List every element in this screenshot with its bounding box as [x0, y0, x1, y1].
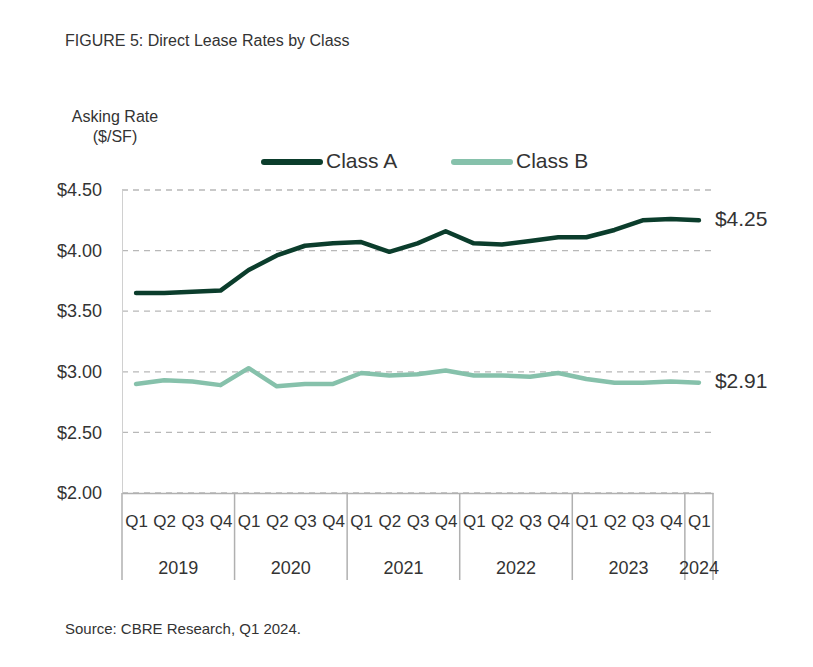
x-group-label: 2020 [271, 558, 311, 578]
x-tick: Q1 [576, 493, 599, 531]
x-tick-label: Q1 [688, 512, 711, 531]
x-tick-label: Q1 [125, 512, 148, 531]
x-tick-label: Q2 [604, 512, 627, 531]
data-labels: $4.25 $2.91 [715, 207, 768, 392]
x-tick-label: Q3 [182, 512, 205, 531]
y-tick: $2.50 [57, 423, 122, 443]
x-tick-label: Q1 [463, 512, 486, 531]
x-axis: Q1 Q2 Q3 Q4 Q1 Q2 Q3 Q4 Q1 Q2 Q3 Q4 Q1 Q2 Q3 Q4 Q1 Q2 Q3 Q4… [123, 493, 714, 531]
x-tick-label: Q3 [632, 512, 655, 531]
x-tick: Q4 [210, 493, 233, 531]
x-tick-label: Q1 [238, 512, 261, 531]
y-tick-label: $3.50 [57, 301, 102, 321]
x-tick-label: Q3 [519, 512, 542, 531]
x-tick-label: Q2 [266, 512, 289, 531]
x-tick: Q4 [547, 493, 570, 531]
y-tick-label: $4.00 [57, 241, 102, 261]
legend-swatch [264, 159, 320, 165]
x-tick: Q1 [688, 493, 711, 531]
group-separator [121, 493, 123, 580]
y-axis-title: ($/SF) [93, 128, 137, 145]
x-tick-label: Q3 [407, 512, 430, 531]
y-axis: $2.00 $2.50 $3.00 $3.50 $4.00 $4.50 [57, 180, 123, 503]
grid-line [122, 250, 713, 251]
x-tick: Q1 [350, 493, 373, 531]
x-tick-label: Q2 [491, 512, 514, 531]
x-tick-label: Q2 [153, 512, 176, 531]
x-tick-label: Q3 [294, 512, 317, 531]
x-tick: Q3 [519, 493, 542, 531]
group-separator [346, 493, 348, 580]
y-axis-title: Asking Rate [72, 108, 158, 125]
x-group-label: 2021 [383, 558, 423, 578]
x-tick-label: Q2 [379, 512, 402, 531]
x-group-label: 2019 [158, 558, 198, 578]
y-tick-label: $2.50 [57, 423, 102, 443]
grid-line [122, 189, 713, 190]
y-tick-label: $4.50 [57, 180, 102, 200]
x-group-label: 2023 [609, 558, 649, 578]
x-tick-label: Q4 [660, 512, 683, 531]
x-tick: Q1 [125, 493, 148, 531]
title: FIGURE 5: Direct Lease Rates by Class [65, 32, 350, 49]
legend-label: Class B [516, 149, 588, 172]
x-tick: Q3 [407, 493, 430, 531]
chart: FIGURE 5: Direct Lease Rates by Class Ask… [0, 0, 813, 667]
legend-swatch [454, 159, 510, 165]
x-tick: Q3 [632, 493, 655, 531]
x-tick-label: Q4 [210, 512, 233, 531]
y-axis-line [122, 191, 123, 494]
x-tick-label: Q4 [547, 512, 570, 531]
y-tick: $4.00 [57, 241, 122, 261]
grid-line [122, 311, 713, 312]
y-tick: $3.00 [57, 362, 122, 382]
x-tick: Q2 [491, 493, 514, 531]
x-tick-label: Q1 [576, 512, 599, 531]
x-tick: Q4 [322, 493, 345, 531]
series-line [136, 368, 699, 386]
group-separator [234, 493, 236, 580]
y-tick-label: $3.00 [57, 362, 102, 382]
x-tick: Q2 [379, 493, 402, 531]
x-tick: Q2 [604, 493, 627, 531]
x-tick-label: Q4 [322, 512, 345, 531]
x-tick: Q3 [294, 493, 317, 531]
x-axis-line [123, 493, 714, 495]
series-line [136, 219, 699, 293]
legend-label: Class A [326, 149, 397, 172]
plot-area [136, 219, 699, 386]
group-separator [572, 493, 574, 580]
data-label: $4.25 [715, 207, 768, 230]
x-tick: Q4 [660, 493, 683, 531]
grid [122, 190, 713, 493]
x-tick: Q2 [266, 493, 289, 531]
data-label: $2.91 [715, 369, 768, 392]
legend: Class A Class B [264, 149, 588, 172]
group-separator [459, 493, 461, 580]
y-tick: $2.00 [57, 483, 122, 503]
x-tick: Q1 [463, 493, 486, 531]
grid-line [122, 432, 713, 433]
x-tick: Q2 [153, 493, 176, 531]
x-group-label: 2022 [496, 558, 536, 578]
x-tick: Q1 [238, 493, 261, 531]
source-note: Source: CBRE Research, Q1 2024. [65, 620, 301, 637]
x-tick: Q4 [435, 493, 458, 531]
y-tick-label: $2.00 [57, 483, 102, 503]
y-tick: $4.50 [57, 180, 122, 200]
x-groups: 2019 2020 2021 2022 2023 2024 [122, 493, 719, 580]
y-tick: $3.50 [57, 301, 122, 321]
x-group-label: 2024 [679, 558, 719, 578]
x-tick-label: Q4 [435, 512, 458, 531]
x-tick: Q3 [182, 493, 205, 531]
grid-line [122, 492, 713, 493]
x-tick-label: Q1 [350, 512, 373, 531]
